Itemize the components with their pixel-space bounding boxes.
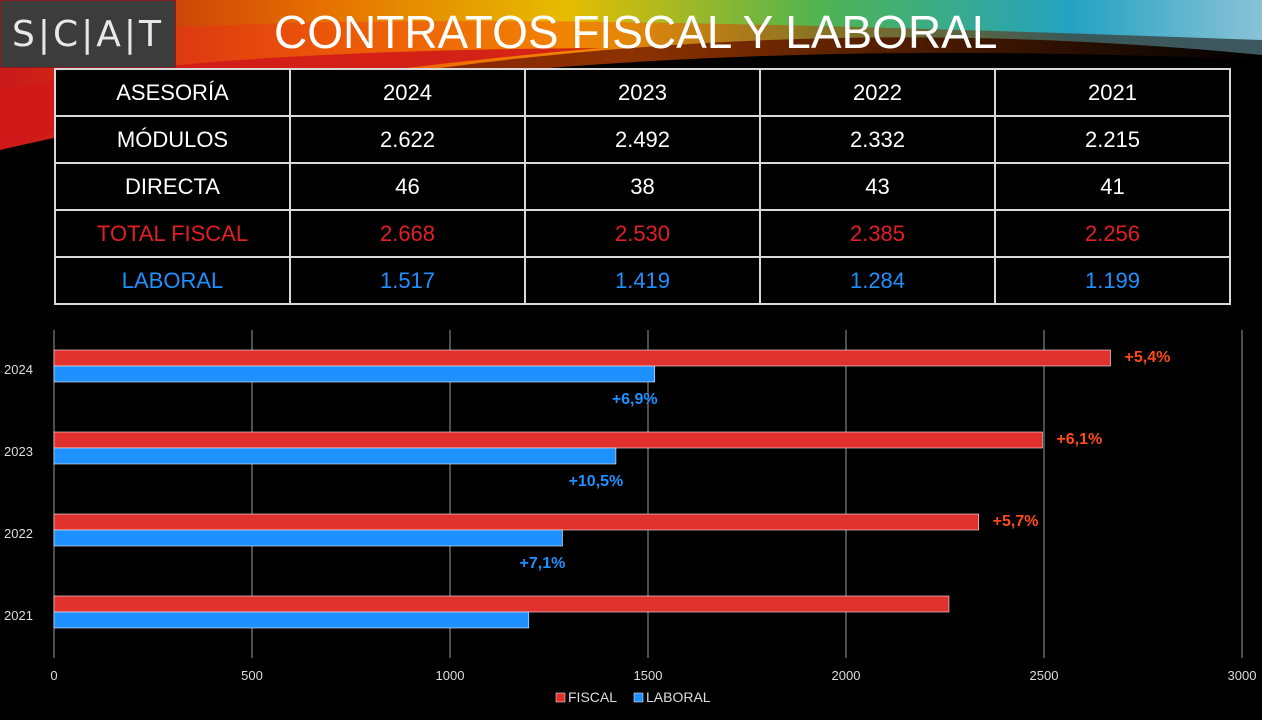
chart-labels: 0 500 1000 1500 2000 2500 3000 2024 +5,4% +6,9% 20… (4, 349, 1256, 705)
table-row: LABORAL 1.517 1.419 1.284 1.199 (54, 256, 1231, 305)
bar-laboral (53, 365, 656, 383)
annotation-fiscal: +5,4% (1125, 349, 1171, 366)
table-cell: 2.215 (994, 115, 1231, 164)
legend-swatch (555, 692, 566, 703)
y-tick-label: 2021 (4, 608, 33, 623)
table-header-row: ASESORÍA 2024 2023 2022 2021 (54, 68, 1231, 117)
table-cell: 2.530 (524, 209, 761, 258)
annotation-laboral: +10,5% (569, 473, 624, 490)
table-header-cell: 2024 (289, 68, 526, 117)
table-cell: 43 (759, 162, 996, 211)
x-tick-label: 1000 (436, 668, 465, 683)
table-cell: 1.419 (524, 256, 761, 305)
table-cell: 2.492 (524, 115, 761, 164)
bar-fiscal (53, 431, 1043, 449)
x-tick-label: 3000 (1228, 668, 1257, 683)
bars (53, 349, 1111, 629)
table-row-label: MÓDULOS (54, 115, 291, 164)
x-tick-label: 1500 (634, 668, 663, 683)
table-row: MÓDULOS 2.622 2.492 2.332 2.215 (54, 115, 1231, 164)
table-cell: 41 (994, 162, 1231, 211)
table-cell: 1.284 (759, 256, 996, 305)
bar-chart: 0 500 1000 1500 2000 2500 3000 2024 +5,4% +6,9% 20… (4, 330, 1256, 705)
bar-laboral (53, 529, 563, 547)
y-tick-label: 2022 (4, 526, 33, 541)
bar-fiscal (53, 349, 1111, 367)
table-header-cell: ASESORÍA (54, 68, 291, 117)
y-tick-label: 2023 (4, 444, 33, 459)
logo: S|C|A|T (0, 0, 176, 68)
annotation-fiscal: +5,7% (993, 513, 1039, 530)
x-tick-label: 0 (50, 668, 57, 683)
legend: FISCAL LABORAL (555, 689, 711, 705)
y-tick-label: 2024 (4, 362, 33, 377)
table-cell: 2.668 (289, 209, 526, 258)
table-cell: 38 (524, 162, 761, 211)
x-tick-label: 2500 (1030, 668, 1059, 683)
table-cell: 2.385 (759, 209, 996, 258)
table-header-cell: 2022 (759, 68, 996, 117)
bar-fiscal (53, 513, 979, 531)
table-cell: 1.517 (289, 256, 526, 305)
legend-label: LABORAL (646, 689, 711, 705)
table-cell: 1.199 (994, 256, 1231, 305)
bar-fiscal (53, 595, 950, 613)
table-row-label: TOTAL FISCAL (54, 209, 291, 258)
bar-laboral (53, 447, 617, 465)
table-row: TOTAL FISCAL 2.668 2.530 2.385 2.256 (54, 209, 1231, 258)
x-tick-label: 500 (241, 668, 263, 683)
table-header-cell: 2023 (524, 68, 761, 117)
legend-label: FISCAL (568, 689, 617, 705)
legend-swatch (633, 692, 644, 703)
table-header-cell: 2021 (994, 68, 1231, 117)
data-table: ASESORÍA 2024 2023 2022 2021 MÓDULOS 2.622 2.49… (54, 68, 1231, 305)
table-row: DIRECTA 46 38 43 41 (54, 162, 1231, 211)
page-title: CONTRATOS FISCAL Y LABORAL (274, 6, 998, 58)
annotation-laboral: +6,9% (612, 391, 658, 408)
table-cell: 2.622 (289, 115, 526, 164)
bar-laboral (53, 611, 530, 629)
table-cell: 2.332 (759, 115, 996, 164)
table-cell: 2.256 (994, 209, 1231, 258)
annotation-fiscal: +6,1% (1056, 431, 1102, 448)
annotation-laboral: +7,1% (520, 555, 566, 572)
x-tick-label: 2000 (832, 668, 861, 683)
table-row-label: DIRECTA (54, 162, 291, 211)
table-cell: 46 (289, 162, 526, 211)
table-row-label: LABORAL (54, 256, 291, 305)
